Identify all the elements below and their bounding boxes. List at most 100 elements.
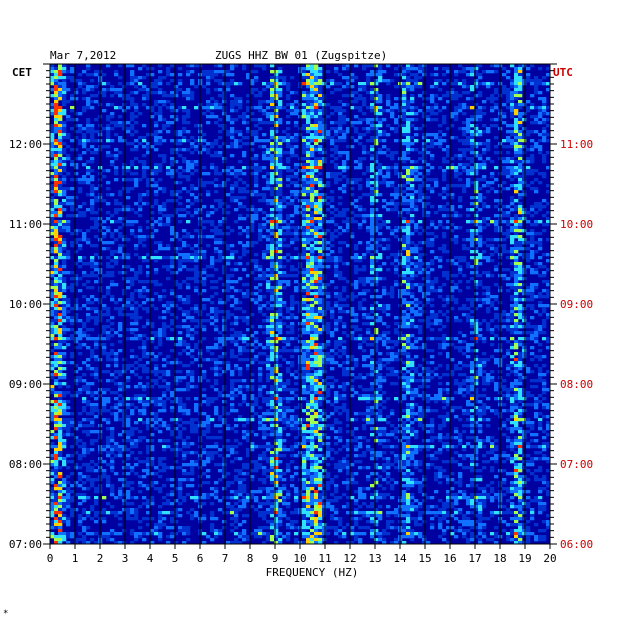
- spectrogram-cell: [214, 70, 219, 74]
- spectrogram-cell: [518, 202, 523, 206]
- spectrogram-cell: [418, 64, 423, 68]
- spectrogram-cell: [422, 319, 427, 323]
- spectrogram-cell: [438, 88, 443, 92]
- spectrogram-cell: [386, 103, 391, 107]
- spectrogram-cell: [402, 76, 407, 80]
- spectrogram-cell: [110, 271, 115, 275]
- spectrogram-cell: [58, 121, 63, 125]
- spectrogram-cell: [246, 274, 251, 278]
- spectrogram-cell: [418, 190, 423, 194]
- spectrogram-cell: [146, 310, 151, 314]
- spectrogram-cell: [406, 292, 411, 296]
- spectrogram-cell: [430, 250, 435, 254]
- spectrogram-cell: [402, 97, 407, 101]
- spectrogram-cell: [522, 175, 527, 179]
- spectrogram-cell: [246, 136, 251, 140]
- spectrogram-cell: [354, 220, 359, 224]
- spectrogram-cell: [234, 109, 239, 113]
- spectrogram-cell: [154, 136, 159, 140]
- spectrogram-cell: [462, 79, 467, 83]
- spectrogram-cell: [526, 184, 531, 188]
- spectrogram-cell: [62, 241, 67, 245]
- spectrogram-cell: [382, 109, 387, 113]
- spectrogram-cell: [542, 310, 547, 314]
- spectrogram-cell: [534, 91, 539, 95]
- spectrogram-cell: [362, 220, 367, 224]
- spectrogram-cell: [322, 313, 327, 317]
- spectrogram-cell: [514, 208, 519, 212]
- spectrogram-cell: [394, 151, 399, 155]
- spectrogram-cell: [278, 259, 283, 263]
- spectrogram-cell: [122, 124, 127, 128]
- spectrogram-cell: [334, 70, 339, 74]
- spectrogram-cell: [446, 220, 451, 224]
- spectrogram-cell: [278, 178, 283, 182]
- spectrogram-cell: [142, 307, 147, 311]
- spectrogram-cell: [378, 94, 383, 98]
- spectrogram-cell: [86, 148, 91, 152]
- spectrogram-cell: [66, 229, 71, 233]
- spectrogram-cell: [410, 268, 415, 272]
- spectrogram-cell: [182, 115, 187, 119]
- spectrogram-cell: [382, 247, 387, 251]
- spectrogram-cell: [382, 304, 387, 308]
- spectrogram-cell: [282, 316, 287, 320]
- spectrogram-cell: [190, 259, 195, 263]
- spectrogram-cell: [402, 157, 407, 161]
- spectrogram-cell: [70, 286, 75, 290]
- spectrogram-cell: [530, 292, 535, 296]
- spectrogram-cell: [510, 298, 515, 302]
- spectrogram-cell: [418, 313, 423, 317]
- spectrogram-cell: [286, 229, 291, 233]
- spectrogram-cell: [226, 244, 231, 248]
- spectrogram-cell: [58, 244, 63, 248]
- spectrogram-cell: [54, 277, 59, 281]
- spectrogram-cell: [230, 79, 235, 83]
- spectrogram-cell: [330, 91, 335, 95]
- spectrogram-cell: [178, 175, 183, 179]
- spectrogram-cell: [430, 112, 435, 116]
- spectrogram-cell: [186, 277, 191, 281]
- spectrogram-cell: [154, 292, 159, 296]
- spectrogram-cell: [50, 199, 55, 203]
- spectrogram-cell: [150, 211, 155, 215]
- spectrogram-cell: [286, 184, 291, 188]
- spectrogram-cell: [546, 139, 551, 143]
- spectrogram-cell: [106, 229, 111, 233]
- spectrogram-cell: [422, 154, 427, 158]
- spectrogram-cell: [410, 217, 415, 221]
- spectrogram-cell: [310, 229, 315, 233]
- spectrogram-cell: [202, 148, 207, 152]
- spectrogram-cell: [150, 145, 155, 149]
- spectrogram-cell: [222, 169, 227, 173]
- spectrogram-cell: [78, 187, 83, 191]
- spectrogram-cell: [294, 145, 299, 149]
- spectrogram-cell: [486, 259, 491, 263]
- spectrogram-cell: [474, 133, 479, 137]
- spectrogram-cell: [514, 247, 519, 251]
- spectrogram-cell: [158, 166, 163, 170]
- spectrogram-cell: [238, 202, 243, 206]
- spectrogram-cell: [170, 226, 175, 230]
- spectrogram-cell: [58, 268, 63, 272]
- spectrogram-cell: [154, 124, 159, 128]
- spectrogram-cell: [54, 295, 59, 299]
- spectrogram-cell: [426, 115, 431, 119]
- spectrogram-cell: [546, 73, 551, 77]
- spectrogram-cell: [354, 259, 359, 263]
- spectrogram-cell: [142, 259, 147, 263]
- spectrogram-cell: [518, 220, 523, 224]
- spectrogram-cell: [318, 289, 323, 293]
- spectrogram-cell: [302, 163, 307, 167]
- spectrogram-cell: [522, 181, 527, 185]
- spectrogram-cell: [138, 82, 143, 86]
- spectrogram-cell: [254, 208, 259, 212]
- spectrogram-cell: [410, 73, 415, 77]
- spectrogram-cell: [190, 172, 195, 176]
- spectrogram-cell: [374, 190, 379, 194]
- spectrogram-cell: [134, 253, 139, 257]
- spectrogram-cell: [518, 100, 523, 104]
- spectrogram-cell: [58, 76, 63, 80]
- spectrogram-cell: [418, 127, 423, 131]
- spectrogram-cell: [418, 184, 423, 188]
